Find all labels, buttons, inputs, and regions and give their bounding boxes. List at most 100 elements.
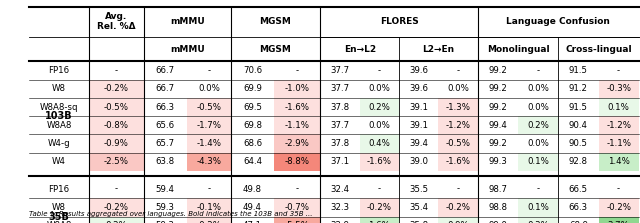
Text: Table 1: Results aggregated over languages. Bold indicates the 103B and 35B ...: Table 1: Results aggregated over languag… <box>29 211 312 217</box>
Text: -1.3%: -1.3% <box>445 103 470 112</box>
Text: -4.3%: -4.3% <box>196 157 221 166</box>
Bar <box>598 134 639 153</box>
Text: -1.0%: -1.0% <box>285 84 310 93</box>
Text: 39.6: 39.6 <box>410 66 428 75</box>
Text: 90.5: 90.5 <box>569 139 588 148</box>
Bar <box>518 116 558 134</box>
Text: 99.0: 99.0 <box>488 221 508 223</box>
Bar <box>598 153 639 171</box>
Text: -0.8%: -0.8% <box>104 121 129 130</box>
Text: -: - <box>115 185 118 194</box>
Text: 69.8: 69.8 <box>243 121 262 130</box>
Text: -0.2%: -0.2% <box>196 221 221 223</box>
Text: -1.6%: -1.6% <box>367 157 392 166</box>
Text: -1.6%: -1.6% <box>445 157 470 166</box>
Text: 47.1: 47.1 <box>243 221 262 223</box>
Text: -0.2%: -0.2% <box>104 84 129 93</box>
Text: 0.0%: 0.0% <box>369 121 390 130</box>
Text: -0.3%: -0.3% <box>606 84 631 93</box>
Text: W8: W8 <box>52 84 66 93</box>
Bar <box>187 98 230 116</box>
Text: -0.2%: -0.2% <box>445 203 470 212</box>
Text: 35B: 35B <box>49 212 69 221</box>
Text: 65.7: 65.7 <box>156 139 175 148</box>
Bar <box>187 198 230 217</box>
Text: -: - <box>536 66 540 75</box>
Bar <box>89 198 143 217</box>
Text: Language Confusion: Language Confusion <box>506 17 610 26</box>
Text: mMMU: mMMU <box>170 17 205 26</box>
Text: -0.9%: -0.9% <box>104 139 129 148</box>
Text: 37.8: 37.8 <box>330 103 349 112</box>
Text: 0.2%: 0.2% <box>106 221 127 223</box>
Text: -0.5%: -0.5% <box>104 103 129 112</box>
Text: 91.5: 91.5 <box>569 103 588 112</box>
Text: Monolingual: Monolingual <box>487 45 549 54</box>
Text: -: - <box>115 66 118 75</box>
Text: W4-g: W4-g <box>47 139 70 148</box>
Text: -1.7%: -1.7% <box>196 121 221 130</box>
Bar <box>275 98 321 116</box>
Text: -0.7%: -0.7% <box>285 203 310 212</box>
Text: 98.8: 98.8 <box>488 203 508 212</box>
Bar <box>89 153 143 171</box>
Bar <box>438 153 478 171</box>
Bar <box>275 153 321 171</box>
Text: 35.5: 35.5 <box>409 185 428 194</box>
Text: -: - <box>617 66 620 75</box>
Text: 99.4: 99.4 <box>488 121 508 130</box>
Text: 64.4: 64.4 <box>243 157 262 166</box>
Bar <box>438 98 478 116</box>
Text: 98.7: 98.7 <box>488 185 508 194</box>
Text: 0.0%: 0.0% <box>198 84 220 93</box>
Text: -: - <box>207 66 211 75</box>
Text: -1.1%: -1.1% <box>606 139 631 148</box>
Text: -0.2%: -0.2% <box>367 203 392 212</box>
Text: -1.2%: -1.2% <box>606 121 631 130</box>
Text: 68.9: 68.9 <box>569 221 588 223</box>
Bar <box>438 217 478 223</box>
Text: 39.0: 39.0 <box>410 157 428 166</box>
Text: 70.6: 70.6 <box>243 66 262 75</box>
Text: 0.0%: 0.0% <box>527 139 549 148</box>
Bar <box>275 198 321 217</box>
Bar <box>275 116 321 134</box>
Bar <box>275 80 321 98</box>
Bar <box>187 134 230 153</box>
Text: 99.2: 99.2 <box>488 139 508 148</box>
Text: -: - <box>378 66 381 75</box>
Text: -: - <box>378 185 381 194</box>
Text: -: - <box>207 185 211 194</box>
Text: Avg.
Rel. %Δ: Avg. Rel. %Δ <box>97 12 136 31</box>
Bar <box>518 198 558 217</box>
Text: 99.2: 99.2 <box>488 84 508 93</box>
Text: 66.3: 66.3 <box>569 203 588 212</box>
Text: W8A8: W8A8 <box>46 121 72 130</box>
Text: W8A8: W8A8 <box>46 221 72 223</box>
Text: 0.3%: 0.3% <box>527 221 549 223</box>
Text: 32.9: 32.9 <box>330 221 349 223</box>
Text: -1.4%: -1.4% <box>196 139 221 148</box>
Text: -: - <box>536 185 540 194</box>
Text: FLORES: FLORES <box>380 17 419 26</box>
Text: 37.7: 37.7 <box>330 84 349 93</box>
Text: -8.8%: -8.8% <box>285 157 310 166</box>
Text: 3.7%: 3.7% <box>607 221 630 223</box>
Text: 69.5: 69.5 <box>243 103 262 112</box>
Bar <box>187 153 230 171</box>
Text: 66.5: 66.5 <box>569 185 588 194</box>
Text: 39.1: 39.1 <box>410 121 428 130</box>
Text: 90.4: 90.4 <box>569 121 588 130</box>
Text: FP16: FP16 <box>49 66 70 75</box>
Text: Cross-lingual: Cross-lingual <box>565 45 632 54</box>
Text: 0.1%: 0.1% <box>527 203 549 212</box>
Text: 99.3: 99.3 <box>488 157 508 166</box>
Text: 0.1%: 0.1% <box>527 157 549 166</box>
Bar <box>89 134 143 153</box>
Text: 37.7: 37.7 <box>330 121 349 130</box>
Text: 69.9: 69.9 <box>243 84 262 93</box>
Bar <box>438 198 478 217</box>
Text: 1.6%: 1.6% <box>369 221 390 223</box>
Text: 39.4: 39.4 <box>410 139 428 148</box>
Text: 0.9%: 0.9% <box>447 221 469 223</box>
